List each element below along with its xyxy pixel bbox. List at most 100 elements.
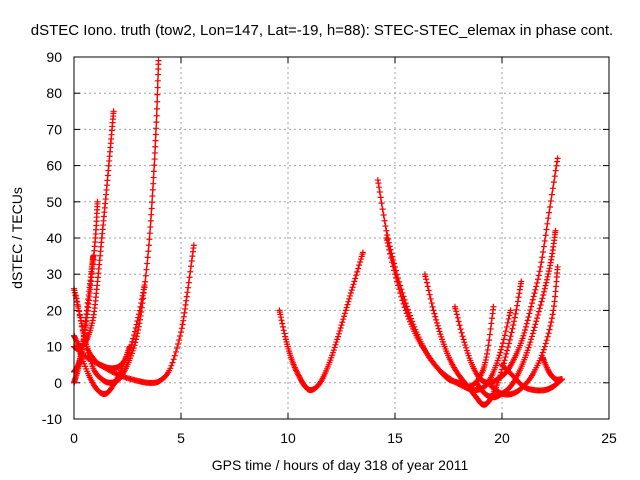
data-point <box>533 283 540 290</box>
data-point <box>401 304 408 311</box>
data-point <box>520 332 527 339</box>
data-point <box>154 98 161 105</box>
data-point <box>151 149 158 156</box>
data-point <box>505 315 512 322</box>
data-point <box>347 292 354 299</box>
data-point <box>485 342 492 349</box>
data-point <box>541 285 548 292</box>
x-tick-labels: 0 5 10 15 20 25 <box>70 430 617 446</box>
data-point <box>515 294 522 301</box>
y-tick-labels: -10 0 10 20 30 40 50 60 70 80 90 <box>42 49 62 427</box>
data-point <box>341 310 348 317</box>
data-point <box>536 305 543 312</box>
data-point <box>528 303 535 310</box>
data-point <box>404 313 411 320</box>
x-tick-label: 25 <box>601 430 617 446</box>
data-point <box>376 184 383 191</box>
data-point <box>330 347 337 354</box>
data-point <box>339 319 346 326</box>
data-point <box>176 336 183 343</box>
data-point <box>281 330 288 337</box>
data-point <box>167 365 174 372</box>
data-point <box>110 108 117 115</box>
data-point <box>525 344 532 351</box>
data-point <box>546 203 553 210</box>
data-point <box>545 215 552 222</box>
data-point <box>511 314 518 321</box>
data-point <box>513 306 520 313</box>
data-point <box>343 304 350 311</box>
data-point <box>543 337 550 344</box>
data-point <box>501 357 508 364</box>
data-point <box>180 317 187 324</box>
data-point <box>353 272 360 279</box>
data-point <box>543 279 550 286</box>
data-point <box>535 272 542 279</box>
data-point <box>384 239 391 246</box>
data-point <box>554 155 561 162</box>
data-point <box>169 359 176 366</box>
data-point <box>526 341 533 348</box>
data-point <box>75 303 82 310</box>
data-point <box>514 298 521 305</box>
data-point <box>531 324 538 331</box>
data-point <box>549 185 556 192</box>
data-point <box>396 286 403 293</box>
data-point <box>503 350 510 357</box>
data-point <box>463 344 470 351</box>
data-point <box>341 313 348 320</box>
data-point <box>507 333 514 340</box>
data-point <box>143 266 150 273</box>
data-point <box>498 346 505 353</box>
data-point <box>151 162 158 169</box>
data-point <box>534 311 541 318</box>
data-point <box>140 290 147 297</box>
data-point <box>499 340 506 347</box>
data-point <box>142 272 149 279</box>
data-point <box>508 329 515 336</box>
data-point <box>342 307 349 314</box>
data-point <box>147 217 154 224</box>
data-point <box>357 256 364 263</box>
data-point <box>540 243 547 250</box>
data-point <box>501 332 508 339</box>
series-arc-i <box>374 177 497 390</box>
data-point <box>550 179 557 186</box>
data-point <box>521 329 528 336</box>
data-point <box>529 330 536 337</box>
data-point <box>277 314 284 321</box>
x-tick-label: 5 <box>177 430 185 446</box>
data-point <box>428 300 435 307</box>
data-point <box>537 301 544 308</box>
data-point <box>168 362 175 369</box>
data-point <box>538 259 545 266</box>
data-point <box>279 320 286 327</box>
data-point <box>135 326 142 333</box>
data-point <box>530 327 537 334</box>
data-point <box>545 330 552 337</box>
data-point <box>431 310 438 317</box>
data-point <box>510 321 517 328</box>
data-point <box>526 310 533 317</box>
data-point <box>383 227 390 234</box>
data-point <box>340 316 347 323</box>
data-point <box>352 275 359 282</box>
data-point <box>542 282 549 289</box>
data-point <box>331 344 338 351</box>
data-point <box>293 367 300 374</box>
data-point <box>488 320 495 327</box>
data-point <box>130 335 137 342</box>
data-point <box>541 288 548 295</box>
data-point <box>424 283 431 290</box>
data-point <box>497 349 504 356</box>
data-point <box>534 315 541 322</box>
data-point <box>338 322 345 329</box>
data-point <box>381 217 388 224</box>
data-point <box>153 105 160 112</box>
data-point <box>524 317 531 324</box>
data-point <box>329 349 336 356</box>
data-point <box>528 333 535 340</box>
data-point <box>150 180 157 187</box>
series-arc-o <box>499 361 565 394</box>
